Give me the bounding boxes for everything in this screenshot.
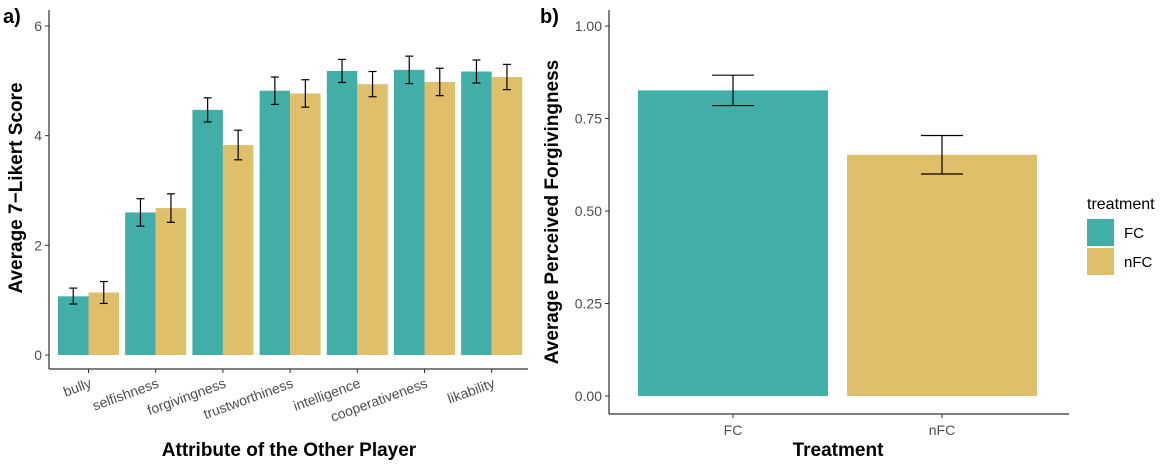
panel-b-error-bars (712, 74, 963, 175)
legend-swatch-nFC (1087, 248, 1114, 275)
panel-a-y-title: Average 7−Likert Score (6, 82, 27, 293)
legend-title: treatment (1087, 196, 1155, 213)
bar-nFC-forgivingness (222, 144, 254, 355)
panel-b: 0.00 0.25 0.50 0.75 1.00 FC nFC Treatment Ave… (542, 10, 1069, 461)
error-bar-nFC-bully (99, 280, 108, 305)
error-bar-nFC (921, 134, 963, 175)
bar-nFC-intelligence (357, 84, 388, 355)
panel-a-y-tick-label: 2 (34, 237, 42, 253)
panel-a-y-axis: 0 2 4 6 (34, 10, 50, 369)
bar-nFC-likability (491, 76, 523, 356)
panel-a-y-tick-label: 0 (34, 347, 42, 363)
error-bar-FC-likability (472, 59, 481, 84)
bar-FC-trustworthiness (259, 90, 291, 355)
bar-nFC-cooperativeness (424, 81, 455, 356)
panel-b-y-axis: 0.00 0.25 0.50 0.75 1.00 (575, 10, 610, 414)
panel-b-x-tick-label: nFC (929, 422, 955, 438)
error-bar-FC (712, 74, 754, 107)
error-bar-nFC-cooperativeness (435, 67, 444, 97)
error-bar-FC-cooperativeness (405, 55, 414, 85)
panel-b-y-title: Average Perceived Forgivingness (542, 60, 563, 364)
legend-item-nFC: nFC (1087, 248, 1153, 275)
panel-b-y-tick-label: 0.25 (575, 296, 602, 312)
error-bar-nFC-selfishness (166, 193, 175, 223)
panel-b-label: b) (540, 6, 559, 28)
panel-b-x-axis: FC nFC (609, 413, 1069, 438)
bar-nFC (847, 154, 1037, 396)
bar-FC-cooperativeness (394, 69, 425, 355)
bar-nFC-selfishness (155, 208, 187, 355)
error-bar-nFC-intelligence (368, 70, 377, 98)
bar-FC-bully (58, 296, 89, 355)
legend-swatch-FC (1087, 219, 1114, 246)
panel-a-y-tick-label: 6 (34, 18, 42, 34)
error-bar-FC-trustworthiness (270, 76, 279, 106)
error-bar-FC-bully (69, 287, 78, 305)
panel-a-x-title: Attribute of the Other Player (162, 440, 417, 461)
error-bar-FC-selfishness (136, 198, 145, 227)
legend-item-FC: FC (1087, 219, 1144, 246)
panel-b-x-tick-label: FC (724, 422, 743, 438)
panel-b-y-tick-label: 0.00 (575, 388, 602, 404)
panel-a-x-tick-label: likability (445, 375, 497, 407)
bar-nFC-trustworthiness (290, 93, 321, 355)
panel-a: 0 2 4 6 bullyselfishnessforgivingnesstrustw… (6, 10, 528, 461)
bar-FC-intelligence (326, 70, 358, 356)
panel-a-bars (58, 69, 523, 356)
panel-b-bars (638, 90, 1037, 396)
bar-FC-forgivingness (192, 109, 223, 356)
error-bar-nFC-trustworthiness (301, 79, 310, 108)
panel-a-y-tick-label: 4 (34, 128, 42, 144)
panel-a-error-bars (69, 55, 511, 305)
legend: treatment FC nFC (1087, 196, 1155, 275)
error-bar-nFC-likability (502, 63, 511, 91)
bar-FC-selfishness (125, 212, 156, 355)
panel-a-label: a) (3, 6, 21, 28)
error-bar-nFC-forgivingness (234, 129, 243, 161)
legend-label-FC: FC (1124, 225, 1144, 242)
panel-b-y-tick-label: 0.75 (575, 111, 602, 127)
panel-b-x-title: Treatment (793, 440, 884, 461)
bar-FC-likability (461, 71, 492, 356)
bar-FC (638, 90, 828, 396)
panel-b-y-tick-label: 0.50 (575, 203, 602, 219)
panel-a-x-tick-label: bully (61, 375, 94, 400)
legend-label-nFC: nFC (1124, 254, 1153, 271)
panel-b-y-tick-label: 1.00 (575, 18, 602, 34)
error-bar-FC-forgivingness (203, 97, 212, 123)
panel-a-x-axis: bullyselfishnessforgivingnesstrustworthi… (49, 368, 528, 425)
error-bar-FC-intelligence (338, 58, 347, 84)
